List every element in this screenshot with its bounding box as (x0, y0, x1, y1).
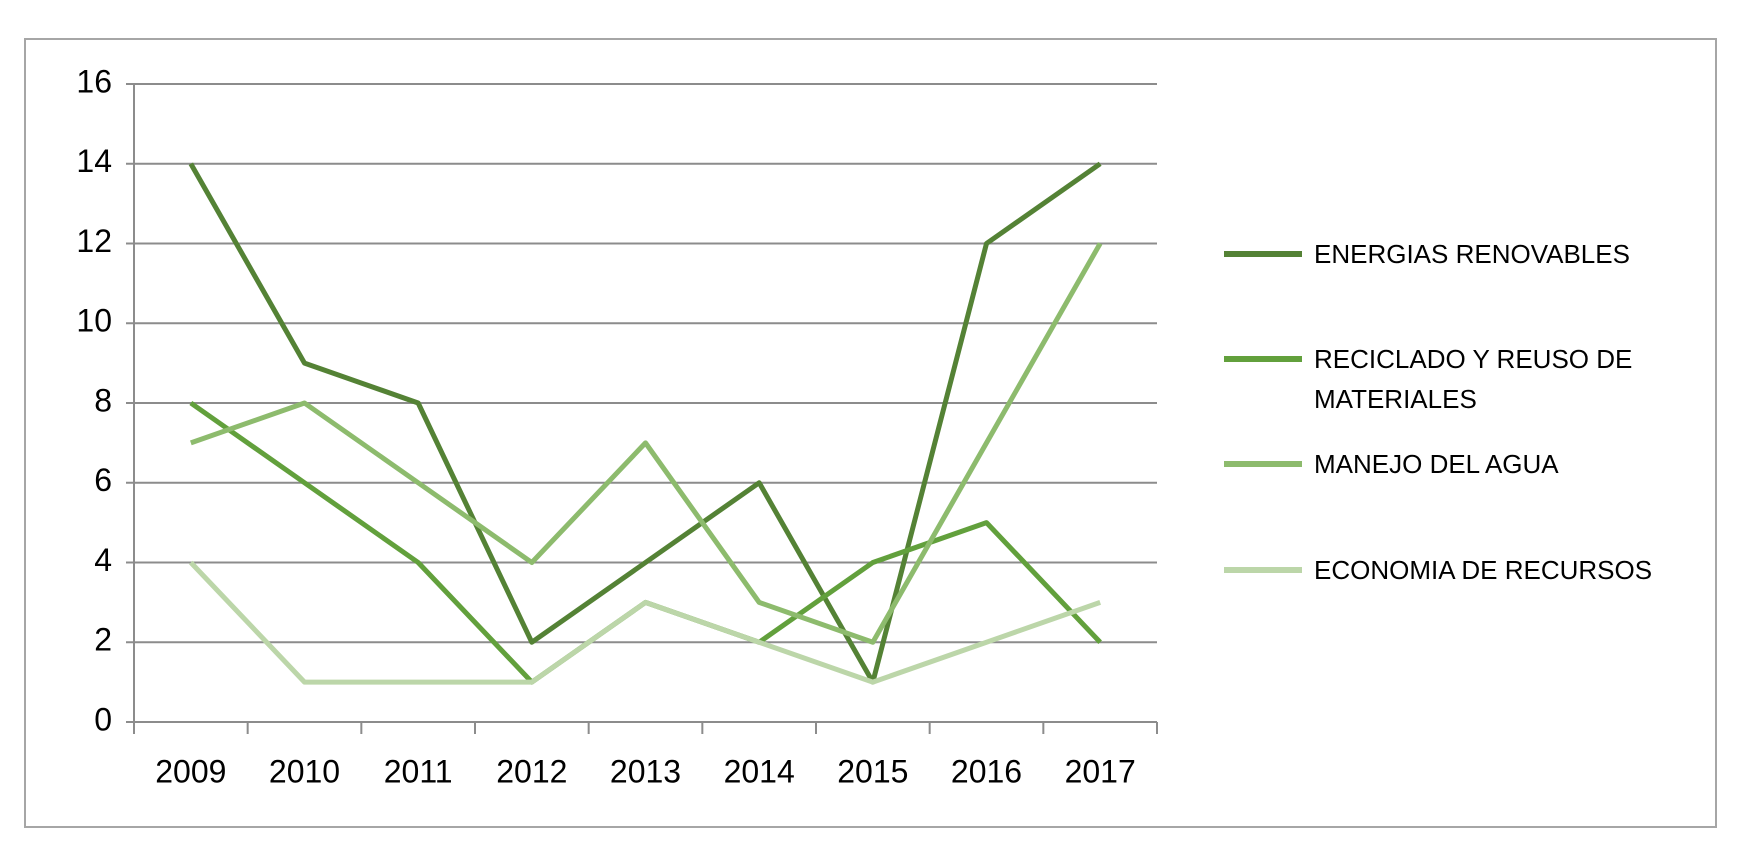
legend-label: ENERGIAS RENOVABLES (1314, 239, 1630, 269)
x-tick-label: 2012 (496, 753, 567, 789)
y-tick-label: 14 (76, 143, 112, 179)
y-tick-label: 8 (94, 382, 112, 418)
legend-label: ECONOMIA DE RECURSOS (1314, 555, 1653, 585)
x-tick-label: 2013 (610, 753, 681, 789)
y-tick-label: 10 (76, 303, 112, 339)
data-line (189, 560, 1101, 685)
x-tick-label: 2010 (269, 753, 340, 789)
legend-label: MANEJO DEL AGUA (1314, 449, 1559, 479)
y-tick-label: 12 (76, 223, 112, 259)
y-tick-label: 6 (94, 462, 112, 498)
x-tick-label: 2011 (384, 753, 453, 789)
y-tick-label: 4 (94, 542, 112, 578)
x-tick-label: 2009 (155, 753, 226, 789)
x-tick-label: 2015 (837, 753, 908, 789)
y-tick-label: 16 (76, 63, 112, 99)
x-tick-label: 2017 (1065, 753, 1136, 789)
x-tick-label: 2016 (951, 753, 1022, 789)
data-line (188, 161, 1102, 685)
chart-border (24, 38, 1717, 828)
y-tick-label: 2 (94, 622, 112, 658)
y-tick-label: 0 (94, 701, 112, 737)
data-line (190, 242, 1103, 645)
legend-label: RECICLADO Y REUSO DE MATERIALES (1314, 344, 1633, 414)
x-tick-label: 2014 (724, 753, 795, 789)
